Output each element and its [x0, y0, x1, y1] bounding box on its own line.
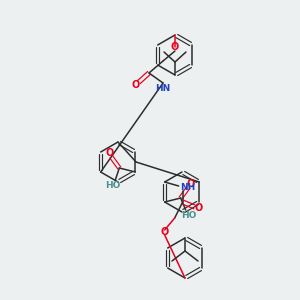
Text: O: O — [171, 42, 179, 52]
Text: O: O — [105, 148, 113, 158]
Text: O: O — [160, 227, 169, 237]
Text: HO: HO — [105, 181, 120, 190]
Text: NH: NH — [180, 184, 195, 193]
Text: HO: HO — [181, 211, 197, 220]
Text: O: O — [187, 179, 195, 189]
Text: HN: HN — [155, 84, 171, 93]
Text: O: O — [132, 80, 140, 90]
Text: O: O — [195, 203, 203, 213]
